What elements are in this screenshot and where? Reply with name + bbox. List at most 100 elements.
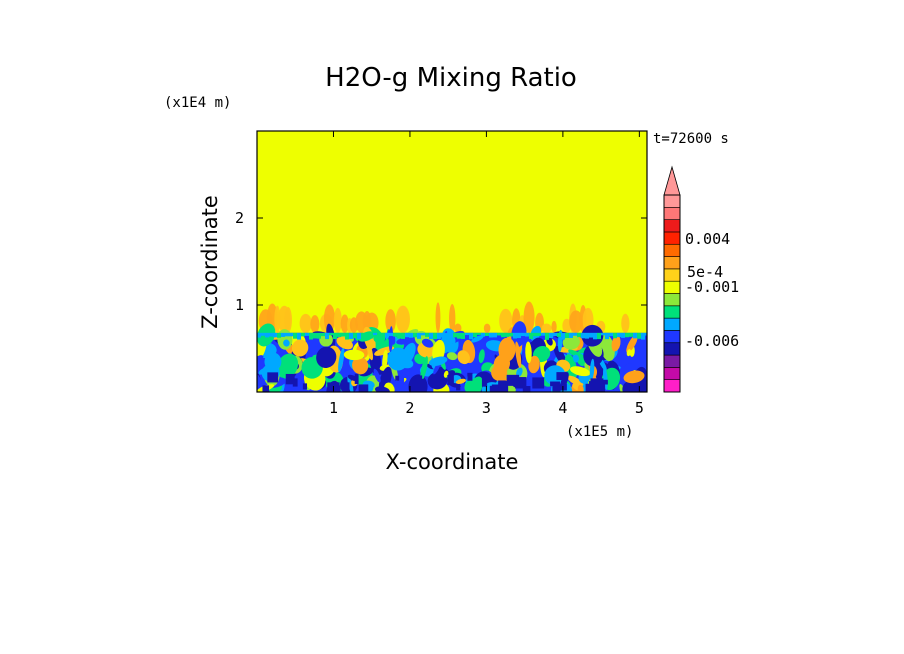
layer-top-band [593,332,597,340]
colorbar-swatch [663,194,681,208]
layer-top-band [457,332,461,339]
layer-streak [491,384,501,392]
layer-top-band [401,332,405,339]
layer-top-band [261,332,265,336]
layer-top-band [281,332,285,337]
layer-streak [552,385,561,392]
layer-top-band [357,332,361,340]
layer-top-band [425,332,429,337]
plume-blob [435,302,441,333]
layer-blob [455,378,466,384]
plume-blob [340,314,349,333]
plume-blob [483,323,491,333]
layer-streak [585,383,596,392]
layer-top-band [561,332,565,340]
plume-blob [323,304,335,333]
colorbar-labels: 0.004 5e-4 -0.001 -0.006 [685,230,739,350]
layer-top-band [601,332,605,336]
layer-top-band [305,332,309,336]
colorbar-swatch [663,231,681,245]
layer-blob [373,368,381,383]
layer-blob [572,354,580,363]
layer-blob [525,341,532,364]
layer-top-band [309,332,313,340]
layer-blob [446,370,456,377]
y-tick-label: 2 [235,209,244,227]
colorbar-swatch [663,268,681,282]
contour-field [257,131,647,392]
layer-top-band [321,332,325,337]
colorbar-swatch [663,317,681,331]
colorbar-swatch [663,280,681,294]
layer-top-band [373,332,377,336]
layer-streak [447,375,454,385]
plume-blob [395,305,410,333]
x-tick-label: 2 [405,399,414,417]
layer-blob [352,356,369,375]
layer-top-band [545,332,549,340]
layer-blob [291,339,309,357]
layer-top-band [301,332,305,337]
layer-top-band [361,332,365,338]
layer-streak [592,383,601,392]
layer-top-band [505,332,509,337]
layer-top-band [417,332,421,339]
layer-streak [481,376,488,387]
colorbar-swatch [663,342,681,356]
layer-top-band [289,332,293,337]
layer-top-band [637,332,641,339]
layer-top-band [345,332,349,340]
plume-blob [385,309,396,333]
layer-blob [589,358,595,381]
layer-blob [528,355,540,374]
x-tick-label: 4 [558,399,567,417]
layer-top-band [389,332,393,337]
layer-top-band [433,332,437,340]
layer-blob [264,352,282,372]
layer-top-band [349,332,353,339]
layer-top-band [517,332,521,339]
plume-blob [274,305,281,333]
layer-streak [267,372,279,383]
layer-blob [384,382,395,392]
layer-top-band [549,332,553,339]
colorbar-swatch [663,243,681,257]
layer-streak [513,377,527,387]
plume-blob [569,310,583,333]
x-axis: 1 2 3 4 5 [329,131,644,417]
colorbar-swatch [663,305,681,319]
layer-blob [446,352,458,361]
layer-top-band [277,332,281,338]
layer-top-band [441,332,445,338]
plume-blob [562,318,572,333]
colorbar [663,165,681,393]
layer-blob [471,335,484,343]
layer-blob [491,364,508,381]
layer-top-band [493,332,497,338]
layer-top-band [453,332,457,338]
warm-plumes [258,301,630,333]
layer-blob [428,356,448,366]
layer-top-band [385,332,389,338]
colorbar-swatch [663,207,681,220]
layer-top-band [329,332,333,336]
layer-blob [626,349,632,357]
layer-top-band [597,332,601,340]
plume-blob [621,313,630,333]
layer-blob [420,356,428,382]
layer-top-band [485,332,489,336]
layer-top-band [641,332,645,340]
layer-streak [556,372,568,377]
layer-blob [515,341,522,369]
layer-streak [467,372,473,381]
layer-top-band [381,332,385,338]
layer-top-band [521,332,525,337]
layer-top-band [325,332,329,340]
layer-top-band [609,332,613,337]
layer-top-band [341,332,345,337]
layer-blob [276,353,299,379]
layer-blob [457,350,470,365]
x-tick-label: 5 [635,399,644,417]
layer-top-band [477,332,481,335]
